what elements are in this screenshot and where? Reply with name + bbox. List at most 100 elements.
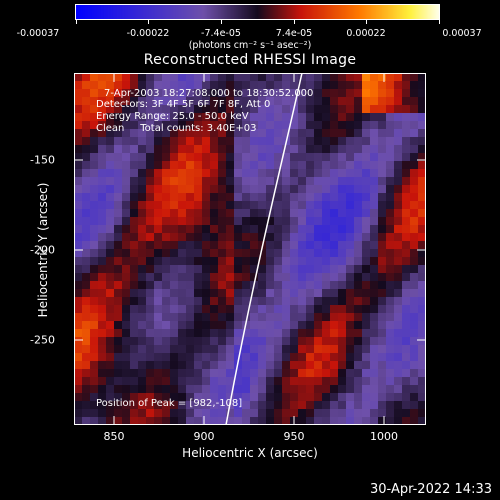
image-pixel <box>282 217 291 226</box>
image-pixel <box>210 137 219 146</box>
image-pixel <box>82 73 91 82</box>
image-pixel <box>130 209 139 218</box>
image-pixel <box>274 337 283 346</box>
image-pixel <box>74 305 83 314</box>
image-pixel <box>338 81 347 90</box>
image-pixel <box>186 129 195 138</box>
image-pixel <box>418 193 426 202</box>
image-pixel <box>298 129 307 138</box>
image-pixel <box>130 329 139 338</box>
image-pixel <box>346 289 355 298</box>
image-pixel <box>82 345 91 354</box>
image-pixel <box>90 177 99 186</box>
image-pixel <box>194 177 203 186</box>
image-pixel <box>98 209 107 218</box>
image-pixel <box>346 337 355 346</box>
image-pixel <box>106 145 115 154</box>
image-pixel <box>122 177 131 186</box>
image-pixel <box>122 81 131 90</box>
image-pixel <box>314 353 323 362</box>
image-pixel <box>194 121 203 130</box>
image-pixel <box>242 137 251 146</box>
image-pixel <box>306 113 315 122</box>
image-pixel <box>370 233 379 242</box>
image-pixel <box>386 161 395 170</box>
image-pixel <box>74 81 83 90</box>
image-pixel <box>146 201 155 210</box>
image-pixel <box>418 273 426 282</box>
image-pixel <box>242 313 251 322</box>
image-pixel <box>138 345 147 354</box>
image-pixel <box>330 169 339 178</box>
image-pixel <box>170 209 179 218</box>
image-pixel <box>234 73 243 82</box>
image-pixel <box>322 297 331 306</box>
image-pixel <box>394 305 403 314</box>
image-pixel <box>114 265 123 274</box>
image-pixel <box>98 201 107 210</box>
image-pixel <box>330 177 339 186</box>
image-pixel <box>378 289 387 298</box>
image-pixel <box>194 257 203 266</box>
image-pixel <box>322 321 331 330</box>
image-pixel <box>218 193 227 202</box>
image-pixel <box>258 73 267 82</box>
image-pixel <box>410 153 419 162</box>
image-pixel <box>226 361 235 370</box>
image-pixel <box>218 169 227 178</box>
image-pixel <box>298 121 307 130</box>
image-pixel <box>98 369 107 378</box>
image-pixel <box>266 409 275 418</box>
image-pixel <box>186 273 195 282</box>
image-pixel <box>410 305 419 314</box>
image-pixel <box>322 129 331 138</box>
image-pixel <box>114 305 123 314</box>
image-pixel <box>306 401 315 410</box>
image-pixel <box>106 377 115 386</box>
image-pixel <box>202 385 211 394</box>
image-pixel <box>322 137 331 146</box>
image-pixel <box>274 289 283 298</box>
image-title: Reconstructed RHESSI Image <box>143 52 357 68</box>
image-pixel <box>178 401 187 410</box>
image-pixel <box>106 289 115 298</box>
image-pixel <box>354 249 363 258</box>
image-pixel <box>98 81 107 90</box>
image-pixel <box>194 169 203 178</box>
image-pixel <box>218 81 227 90</box>
image-pixel <box>194 137 203 146</box>
image-pixel <box>138 401 147 410</box>
image-pixel <box>82 401 91 410</box>
image-pixel <box>250 81 259 90</box>
image-pixel <box>218 217 227 226</box>
image-pixel <box>386 129 395 138</box>
image-pixel <box>122 137 131 146</box>
image-pixel <box>154 201 163 210</box>
image-pixel <box>354 265 363 274</box>
image-pixel <box>346 137 355 146</box>
image-pixel <box>114 321 123 330</box>
image-pixel <box>202 177 211 186</box>
image-pixel <box>378 73 387 82</box>
image-pixel <box>218 249 227 258</box>
image-pixel <box>402 281 411 290</box>
image-pixel <box>354 313 363 322</box>
image-pixel <box>258 313 267 322</box>
image-pixel <box>162 201 171 210</box>
image-pixel <box>330 377 339 386</box>
image-pixel <box>218 153 227 162</box>
image-pixel <box>410 345 419 354</box>
image-pixel <box>90 105 99 114</box>
image-pixel <box>154 313 163 322</box>
image-pixel <box>74 289 83 298</box>
image-pixel <box>130 113 139 122</box>
image-pixel <box>354 161 363 170</box>
image-pixel <box>194 153 203 162</box>
image-pixel <box>330 353 339 362</box>
image-pixel <box>170 177 179 186</box>
image-pixel <box>418 297 426 306</box>
image-pixel <box>178 241 187 250</box>
image-pixel <box>330 417 339 425</box>
image-pixel <box>186 193 195 202</box>
image-pixel <box>322 305 331 314</box>
